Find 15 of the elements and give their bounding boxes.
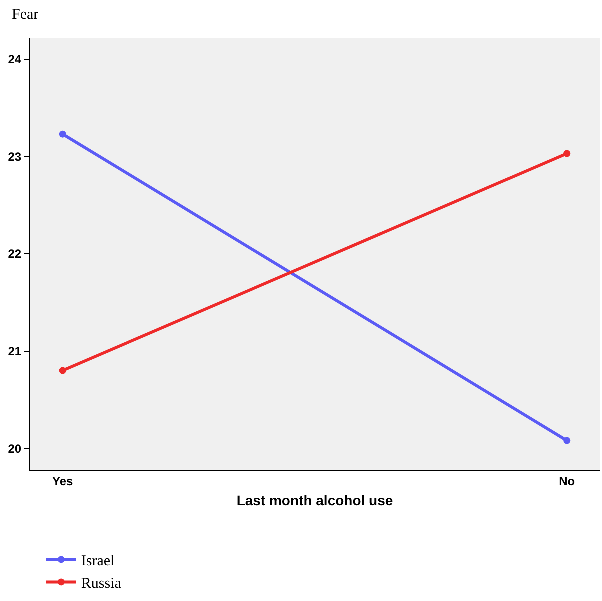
point xyxy=(564,150,571,158)
legend-label: Israel xyxy=(81,554,115,570)
y-tick-label: 20 xyxy=(8,442,22,456)
point xyxy=(59,367,66,374)
y-axis-title: Fear xyxy=(12,7,39,23)
point xyxy=(564,437,571,444)
y-tick-label: 24 xyxy=(8,52,22,67)
y-tick-label: 23 xyxy=(8,150,22,164)
y-tick-label: 21 xyxy=(8,344,22,358)
x-tick-label: No xyxy=(559,474,576,488)
x-axis-title: Last month alcohol use xyxy=(236,492,394,509)
point xyxy=(59,130,66,138)
legend-label: Russia xyxy=(81,576,122,592)
y-tick-label: 22 xyxy=(8,247,22,262)
x-tick-label: Yes xyxy=(52,474,74,488)
